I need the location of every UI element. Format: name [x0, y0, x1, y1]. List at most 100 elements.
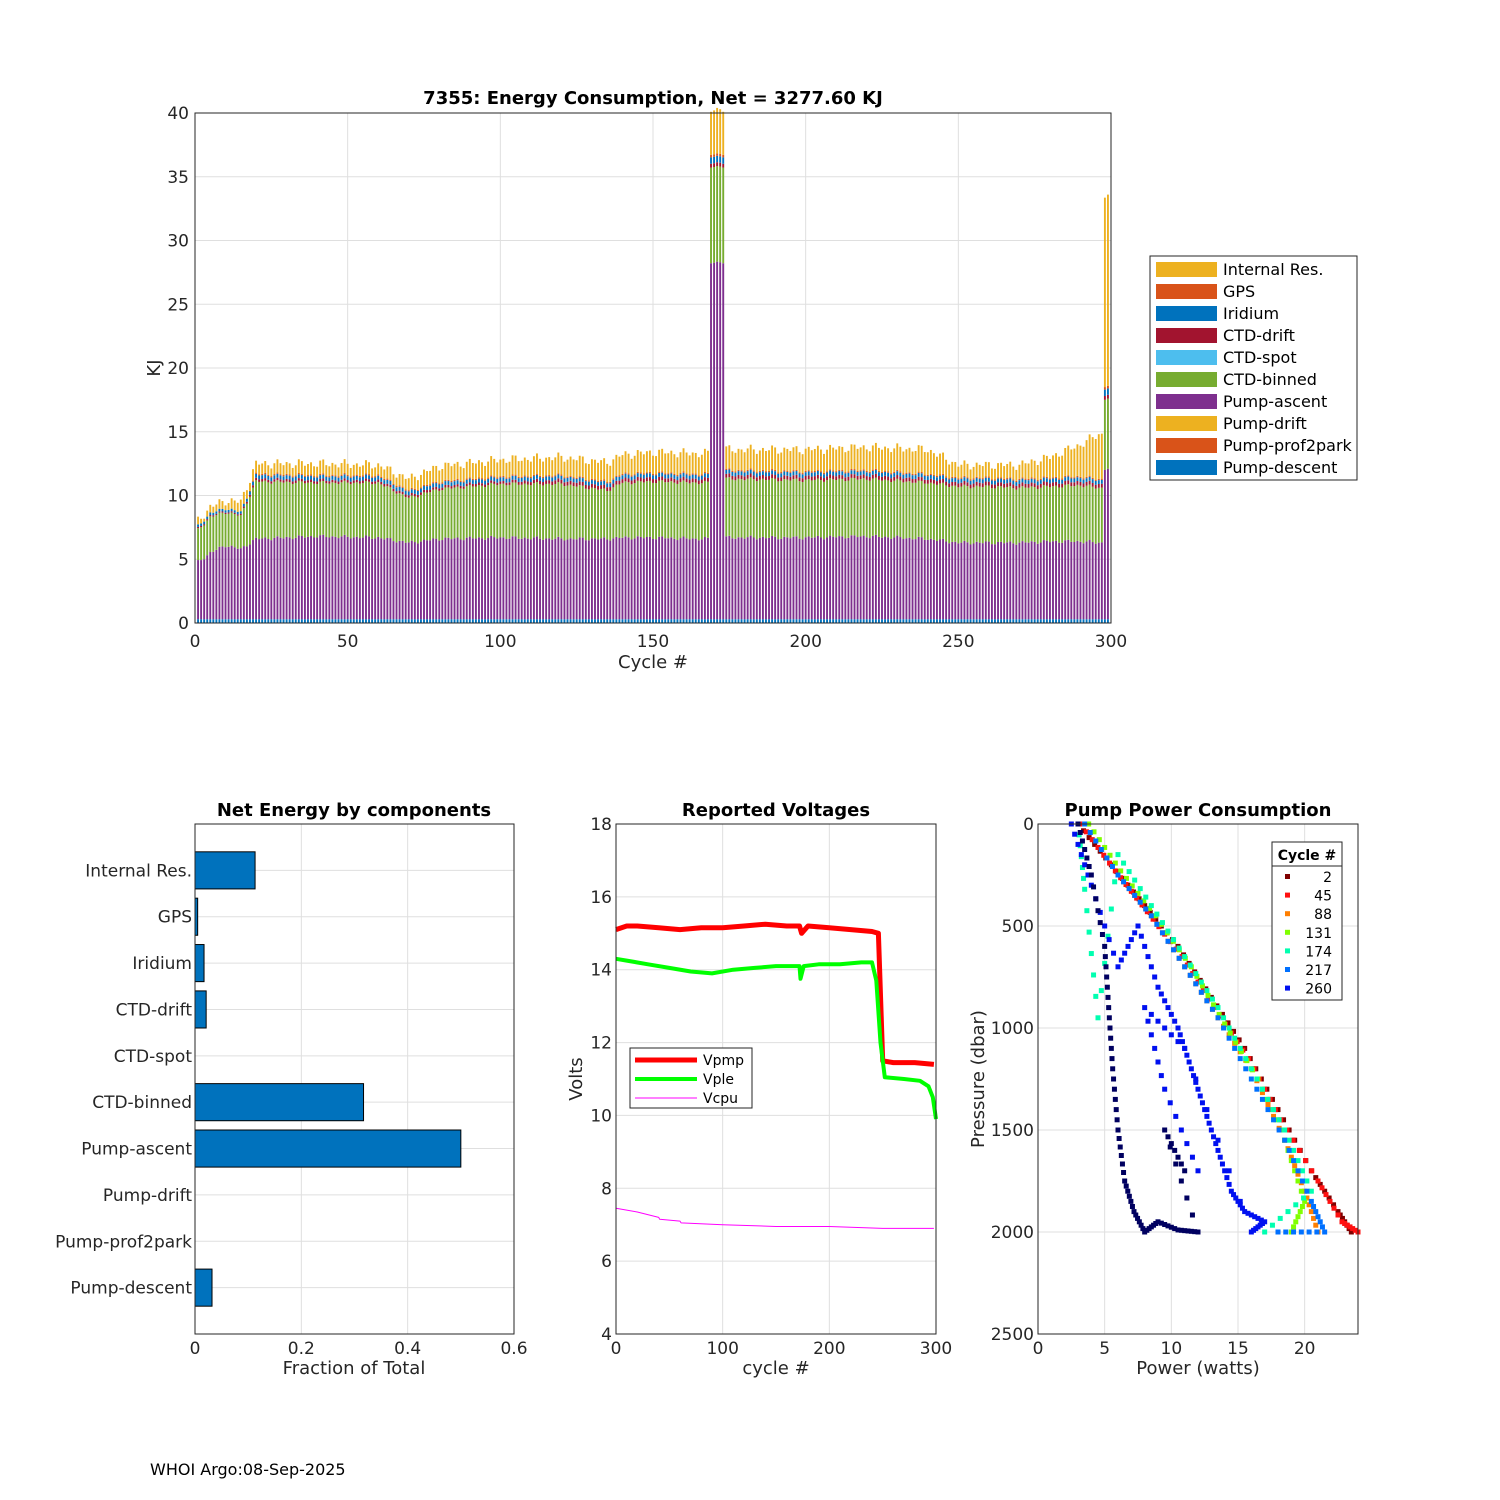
energy-cycle-bar	[297, 459, 300, 623]
energy-bar-segment-gps	[1094, 479, 1097, 481]
energy-bar-segment-iridium	[319, 475, 322, 479]
pump-point	[1182, 1228, 1188, 1234]
energy-bar-segment-pump-descent	[713, 619, 716, 623]
energy-cycle-bar	[1103, 197, 1106, 623]
energy-bar-segment-gps	[1097, 478, 1100, 481]
energy-bar-segment-pump-descent	[987, 619, 990, 623]
energy-bar-segment-ctd-drift	[594, 484, 596, 489]
energy-cycle-bar	[624, 451, 627, 623]
pump-point	[1162, 998, 1168, 1004]
energy-bar-segment-iridium	[890, 474, 893, 479]
energy-bar-segment-gps	[603, 479, 606, 481]
energy-bar-segment-pump-ascent	[1012, 543, 1015, 620]
energy-bar-segment-pump-descent	[203, 619, 206, 623]
energy-bar-segment-ctd-binned	[838, 478, 841, 537]
pump-point	[1132, 892, 1138, 898]
energy-bar-segment-ctd-drift	[914, 478, 917, 483]
pump-point	[1309, 1168, 1315, 1174]
energy-bar-segment-ctd-drift	[212, 515, 215, 517]
energy-cycle-bar	[758, 450, 761, 623]
energy-bar-segment-pump-ascent	[661, 536, 664, 620]
pump-point	[1231, 1192, 1237, 1198]
energy-cycle-bar	[465, 461, 468, 623]
energy-bar-segment-internal-res	[285, 462, 288, 474]
energy-bar-segment-gps	[459, 480, 462, 483]
energy-bar-segment-internal-res	[960, 464, 963, 478]
energy-bar-segment-ctd-drift	[499, 481, 502, 484]
pump-point	[1313, 1209, 1319, 1215]
energy-bar-segment-internal-res	[792, 447, 795, 471]
energy-bar-segment-iridium	[804, 472, 807, 477]
energy-bar-segment-gps	[691, 473, 694, 475]
pump-point	[1107, 860, 1113, 866]
pump-point	[1276, 1117, 1282, 1123]
energy-bar-segment-pump-descent	[969, 619, 972, 623]
energy-bar-segment-iridium	[618, 476, 621, 481]
energy-bar-segment-ctd-binned	[639, 481, 642, 537]
pump-point	[1248, 1229, 1254, 1235]
energy-bar-segment-gps	[881, 471, 883, 474]
pump-point	[1237, 1056, 1243, 1062]
energy-bar-segment-internal-res	[468, 458, 471, 478]
energy-bar-segment-pump-ascent	[737, 537, 740, 620]
energy-bar-segment-iridium	[914, 475, 917, 479]
energy-bar-segment-ctd-binned	[294, 482, 297, 538]
energy-legend-label: CTD-spot	[1223, 348, 1297, 367]
energy-bar-segment-internal-res	[441, 468, 444, 483]
energy-bar-segment-iridium	[728, 469, 731, 474]
energy-bar-segment-ctd-drift	[334, 480, 337, 483]
energy-bar-segment-pump-descent	[615, 619, 618, 623]
energy-bar-segment-internal-res	[835, 449, 838, 472]
energy-bar-segment-ctd-drift	[224, 512, 227, 514]
energy-bar-segment-iridium	[697, 476, 700, 481]
energy-bar-segment-iridium	[682, 472, 685, 477]
energy-bar-segment-ctd-drift	[346, 480, 349, 483]
pump-point	[1262, 1229, 1268, 1235]
energy-bar-segment-ctd-binned	[819, 480, 822, 538]
pump-point	[1296, 1147, 1302, 1153]
energy-cycle-bar	[536, 453, 538, 623]
energy-bar-segment-ctd-drift	[981, 483, 984, 488]
pump-point	[1093, 993, 1099, 999]
energy-bar-segment-iridium	[1103, 389, 1106, 396]
energy-bar-segment-gps	[807, 470, 810, 472]
energy-cycle-bar	[844, 452, 847, 623]
energy-bar-segment-ctd-drift	[1012, 484, 1015, 489]
energy-cycle-bar	[752, 449, 755, 623]
energy-bar-segment-ctd-binned	[902, 482, 905, 540]
energy-bar-segment-ctd-drift	[407, 495, 410, 498]
energy-xtick-label: 200	[789, 632, 821, 652]
energy-bar-segment-pump-descent	[398, 619, 401, 623]
energy-bar-segment-gps	[920, 472, 923, 474]
energy-bar-segment-pump-descent	[853, 619, 856, 623]
energy-bar-segment-ctd-binned	[468, 484, 471, 537]
energy-bar-segment-pump-ascent	[1018, 542, 1021, 620]
energy-bar-segment-gps	[499, 476, 502, 478]
energy-bar-segment-gps	[539, 475, 541, 478]
energy-bar-segment-ctd-drift	[868, 476, 871, 481]
energy-bar-segment-pump-ascent	[667, 538, 670, 620]
energy-bar-segment-pump-ascent	[258, 539, 261, 620]
energy-bar-segment-ctd-drift	[410, 493, 413, 496]
energy-bar-segment-ctd-drift	[282, 480, 285, 483]
energy-cycle-bar	[789, 451, 792, 623]
energy-bar-segment-pump-ascent	[383, 539, 386, 620]
pump-point	[1189, 1154, 1195, 1160]
energy-bar-segment-iridium	[465, 479, 468, 484]
energy-bar-segment-pump-ascent	[209, 552, 212, 620]
energy-bar-segment-pump-descent	[316, 619, 319, 623]
energy-bar-segment-ctd-drift	[1000, 482, 1003, 487]
pump-point	[1282, 1127, 1288, 1133]
energy-bar-segment-pump-descent	[300, 619, 303, 623]
energy-bar-segment-ctd-drift	[975, 481, 978, 486]
energy-bar-segment-pump-ascent	[969, 544, 972, 620]
energy-bar-segment-ctd-drift	[520, 481, 523, 485]
energy-bar-segment-iridium	[1085, 478, 1088, 482]
pump-legend-marker	[1285, 911, 1290, 917]
energy-bar-segment-iridium	[981, 479, 984, 484]
pump-point	[1103, 964, 1109, 970]
energy-bar-segment-iridium	[536, 474, 538, 479]
energy-bar-segment-pump-ascent	[1091, 542, 1094, 620]
pump-point	[1168, 1224, 1174, 1230]
energy-bar-segment-gps	[401, 486, 404, 488]
